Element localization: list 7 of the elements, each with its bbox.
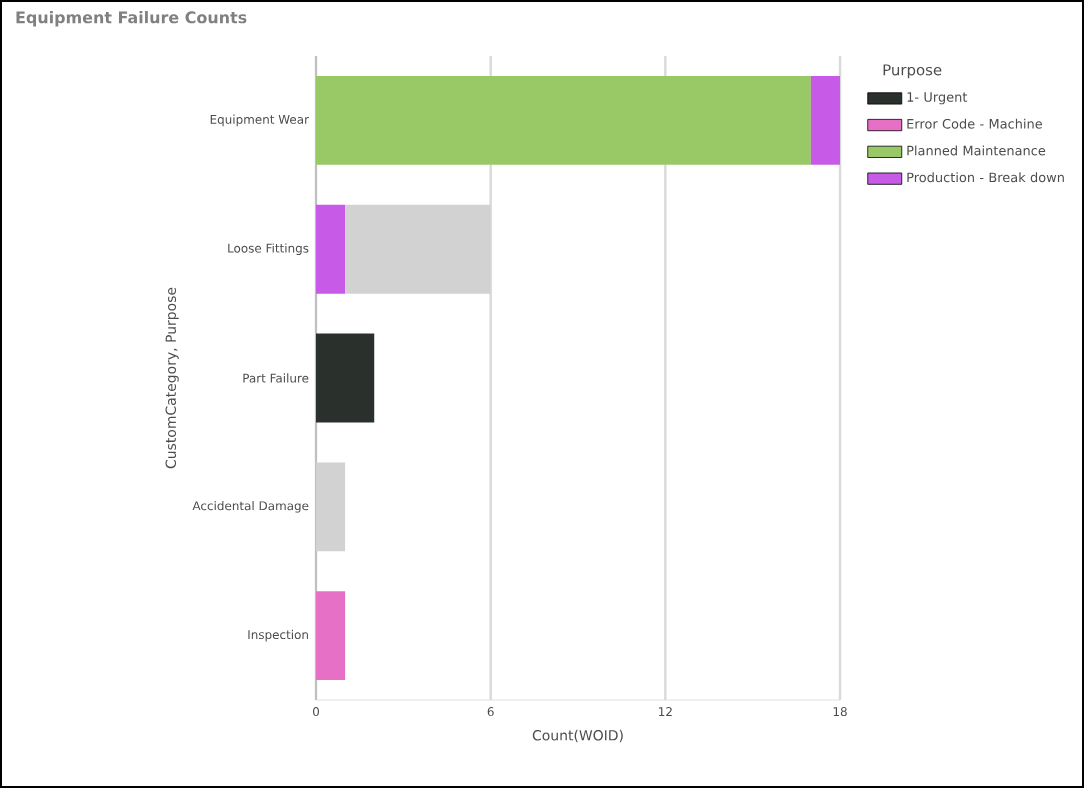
- bar: [316, 462, 346, 552]
- bar: [316, 333, 375, 423]
- bar: [810, 75, 841, 165]
- bar: [345, 204, 491, 294]
- bar: [316, 75, 811, 165]
- bar: [316, 204, 346, 294]
- bar: [316, 591, 346, 681]
